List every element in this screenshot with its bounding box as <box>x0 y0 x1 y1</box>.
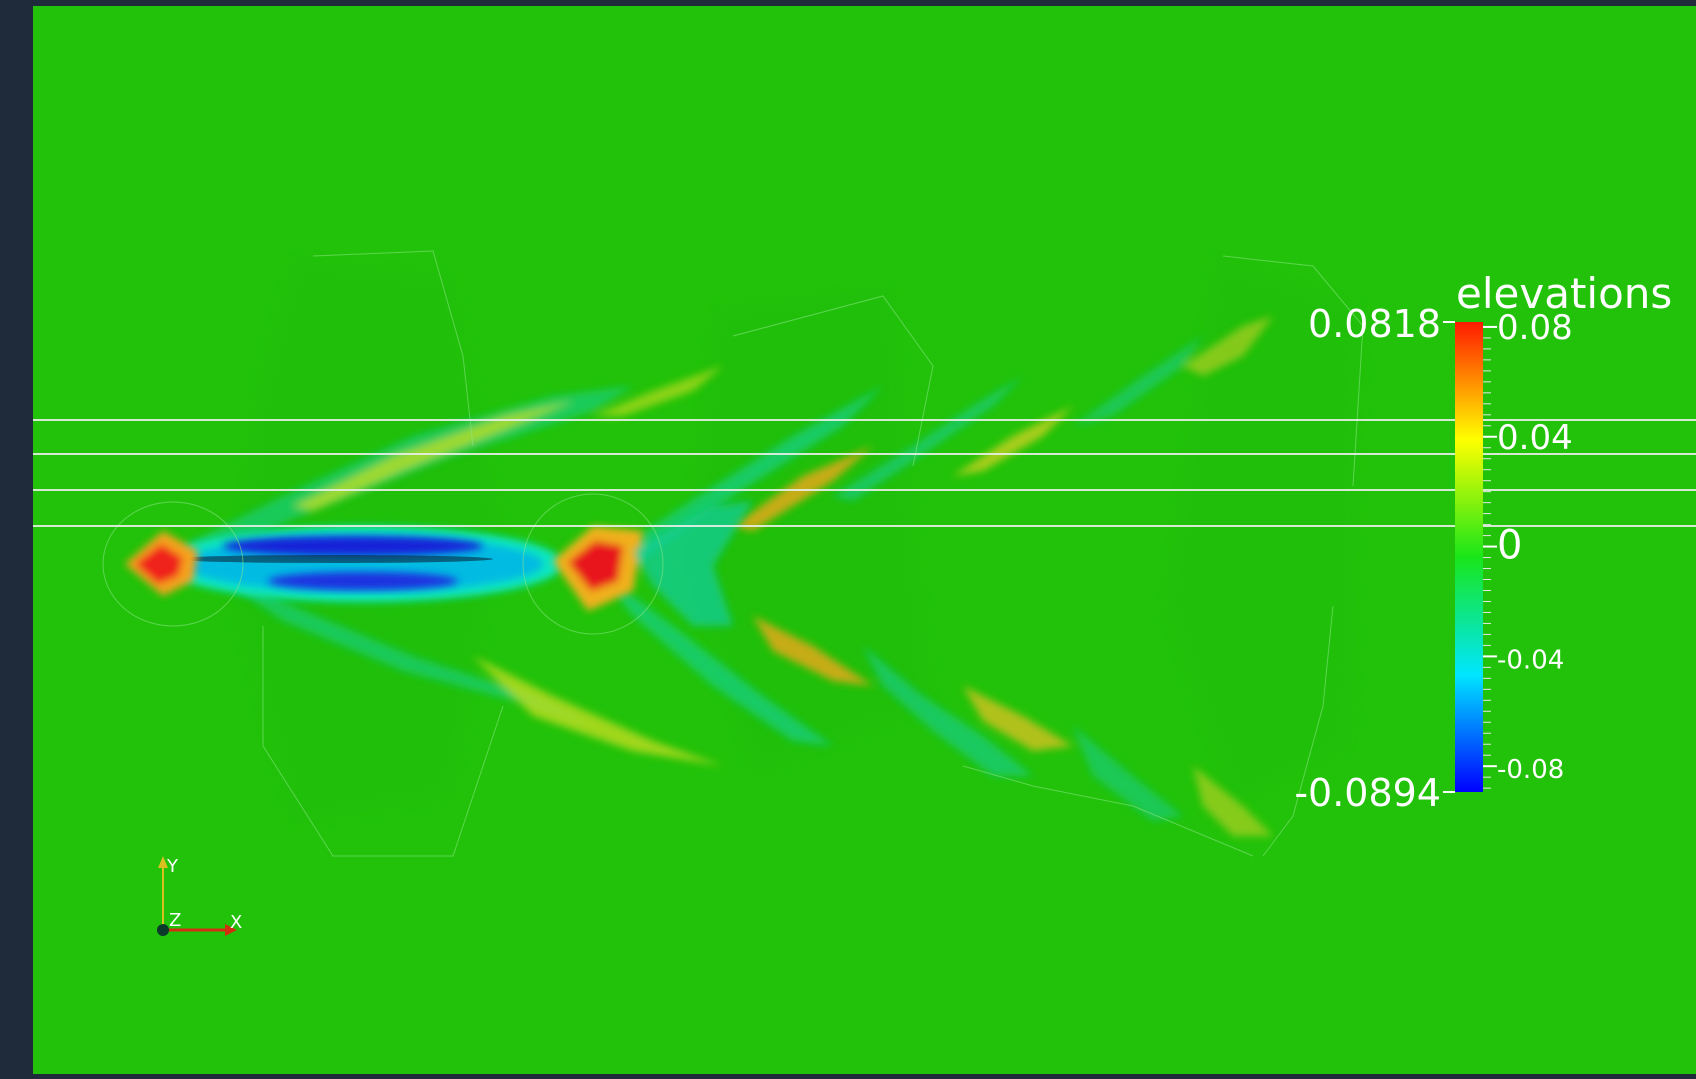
colorbar-tick-label: 0.04 <box>1497 418 1573 458</box>
triad-y-label: Y <box>166 856 179 877</box>
triad-origin <box>157 924 169 936</box>
colorbar-minor-ticks <box>1483 326 1491 789</box>
legend-title: elevations <box>1456 269 1672 318</box>
colorbar-tick-label: -0.08 <box>1497 755 1564 785</box>
colorbar <box>1455 322 1483 792</box>
range-max-label: 0.0818 <box>1308 302 1441 346</box>
triad-x-label: X <box>230 912 242 933</box>
range-min-label: -0.0894 <box>1294 771 1441 815</box>
wake-pattern <box>102 250 1364 857</box>
axes-triad: Y Z X <box>157 856 242 936</box>
colorbar-tick-label: 0 <box>1497 523 1522 569</box>
triad-x-arrow <box>225 924 237 936</box>
elevation-field: elevations 0.08 0.04 0 -0.04 -0.08 0.0818 -0… <box>33 250 1696 936</box>
colorbar-tick-label: -0.04 <box>1497 645 1564 675</box>
triad-y-arrow <box>158 856 168 868</box>
colorbar-tick-label: 0.08 <box>1497 308 1573 348</box>
probe-lines <box>33 419 1696 527</box>
triad-z-label: Z <box>169 910 181 931</box>
colorbar-ticks: 0.08 0.04 0 -0.04 -0.08 <box>1483 308 1573 785</box>
render-viewport[interactable]: elevations 0.08 0.04 0 -0.04 -0.08 0.0818 -0… <box>33 6 1696 1074</box>
color-legend: elevations 0.08 0.04 0 -0.04 -0.08 0.0818 -0… <box>1294 269 1672 815</box>
